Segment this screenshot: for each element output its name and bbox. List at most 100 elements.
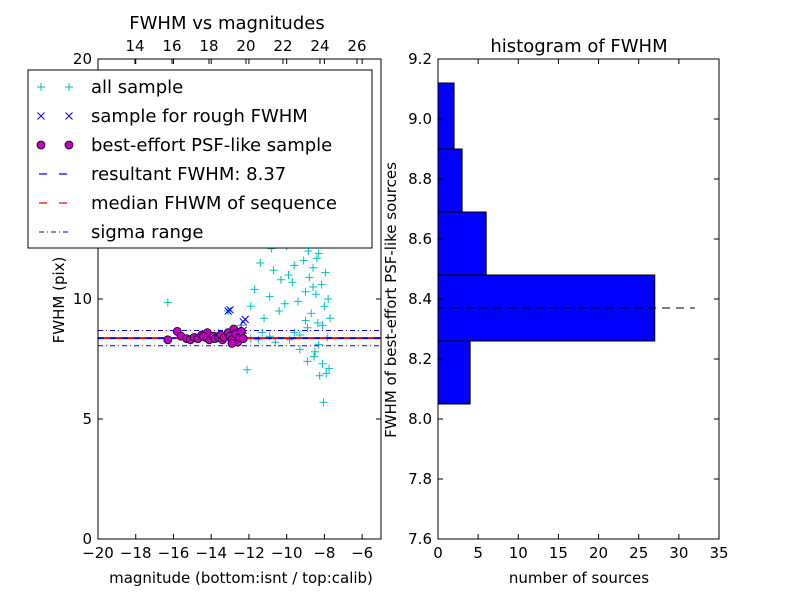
left-y-tick-label: 20 (73, 50, 92, 68)
psf-sample-point (199, 331, 209, 341)
legend-item: median FHWM of sequence (39, 193, 337, 214)
left-x-tick-label: −10 (271, 544, 303, 562)
right-title: histogram of FWHM (490, 36, 667, 57)
histogram-bar (437, 148, 463, 213)
all-sample-point (319, 398, 328, 407)
legend-circle-icon (36, 140, 46, 150)
all-sample-point (303, 323, 312, 332)
left-top-tick-label: 26 (347, 37, 366, 55)
all-sample-point (303, 357, 312, 366)
axes-layer: −20 −18 −16 −14 −12 −10 −8 −6 14 16 18 20 22 24 26 0 5 10… (73, 37, 729, 562)
histogram-bar (437, 274, 656, 342)
right-x-tick-label: 35 (709, 544, 728, 562)
all-sample-point (325, 364, 334, 373)
all-sample-point (314, 249, 323, 258)
right-x-tick-label: 20 (589, 544, 608, 562)
all-sample-point (318, 359, 327, 368)
all-sample-point (310, 352, 319, 361)
left-plot-area (98, 98, 381, 407)
all-sample-point (312, 254, 321, 263)
all-sample-point (326, 314, 335, 323)
all-sample-point (271, 338, 280, 347)
legend-item: resultant FWHM: 8.37 (39, 164, 286, 185)
legend-label: resultant FWHM: 8.37 (91, 164, 286, 185)
legend-label: median FHWM of sequence (91, 193, 337, 214)
all-sample-point (309, 283, 318, 291)
legend-box (27, 69, 373, 249)
all-sample-point (317, 280, 326, 289)
all-sample-point (277, 275, 286, 284)
legend-label: sample for rough FWHM (91, 106, 308, 127)
all-sample-point (258, 328, 267, 337)
right-y-tick-label: 8.4 (408, 290, 432, 308)
all-sample-point (280, 299, 289, 308)
left-top-tick-label: 20 (236, 37, 255, 55)
right-y-tick-label: 7.8 (408, 470, 432, 488)
all-sample-point (293, 297, 302, 306)
psf-sample-point (163, 335, 173, 345)
legend-circle-icon (64, 140, 74, 150)
all-sample-point (324, 295, 333, 303)
psf-sample-point (227, 338, 237, 348)
all-sample-point (322, 369, 331, 378)
left-x-tick-label: −12 (233, 544, 265, 562)
psf-sample-point (236, 326, 246, 336)
left-y-tick-label: 5 (82, 410, 92, 428)
all-sample-point (301, 316, 310, 325)
all-sample-point (314, 340, 323, 349)
left-plot-marks (98, 98, 381, 407)
legend-label: best-effort PSF-like sample (91, 135, 332, 156)
legend-label: sigma range (91, 222, 203, 243)
left-y-tick-label: 10 (73, 290, 92, 308)
all-sample-point (254, 335, 263, 344)
right-y-tick-label: 7.6 (408, 530, 432, 548)
all-sample-point (260, 314, 269, 323)
rough-sample-point (226, 305, 234, 314)
all-sample-point (320, 302, 329, 311)
left-top-tick-label: 14 (125, 37, 144, 55)
right-x-tick-label: 0 (433, 544, 443, 562)
all-sample-point (269, 266, 278, 275)
all-sample-point (299, 256, 308, 265)
all-sample-point (243, 365, 252, 374)
right-x-tick-label: 30 (669, 544, 688, 562)
left-top-tick-label: 18 (199, 37, 218, 55)
left-x-tick-label: −8 (313, 544, 335, 562)
all-sample-point (256, 259, 265, 267)
left-top-tick-label: 22 (273, 37, 292, 55)
rough-sample-point (241, 315, 250, 324)
left-x-axis-label: magnitude (bottom:isnt / top:calib) (109, 569, 373, 587)
right-x-tick-label: 25 (629, 544, 648, 562)
all-sample-point (275, 307, 284, 315)
right-y-axis-label: FWHM of best-effort PSF-like sources (382, 162, 400, 438)
right-plot-marks (437, 82, 695, 405)
all-sample-point (246, 302, 255, 311)
all-sample-point (265, 292, 274, 301)
legend-label: all sample (91, 77, 183, 98)
all-sample-point (305, 273, 314, 282)
all-sample-point (290, 328, 299, 337)
histogram-bar (437, 211, 487, 276)
all-sample-point (301, 287, 310, 296)
legend-plus-icon (37, 83, 45, 91)
left-y-axis-label: FWHM (pix) (50, 257, 68, 344)
all-sample-point (315, 371, 324, 380)
right-x-tick-label: 10 (509, 544, 528, 562)
histogram-bar (437, 340, 471, 405)
all-sample-point (163, 298, 172, 307)
right-x-tick-label: 5 (473, 544, 483, 562)
all-sample-point (318, 321, 327, 330)
left-x-tick-label: −6 (351, 544, 373, 562)
left-title: FWHM vs magnitudes (129, 13, 324, 34)
left-top-tick-label: 24 (310, 37, 329, 55)
right-y-tick-label: 8.0 (408, 410, 432, 428)
all-sample-point (250, 285, 259, 294)
legend-cross-icon (65, 112, 73, 120)
all-sample-point (295, 345, 304, 354)
all-sample-point (311, 290, 320, 299)
legend-item: sample for rough FWHM (37, 106, 308, 127)
all-sample-point (285, 335, 294, 344)
legend-item: best-effort PSF-like sample (36, 135, 332, 156)
left-top-tick-label: 16 (162, 37, 181, 55)
